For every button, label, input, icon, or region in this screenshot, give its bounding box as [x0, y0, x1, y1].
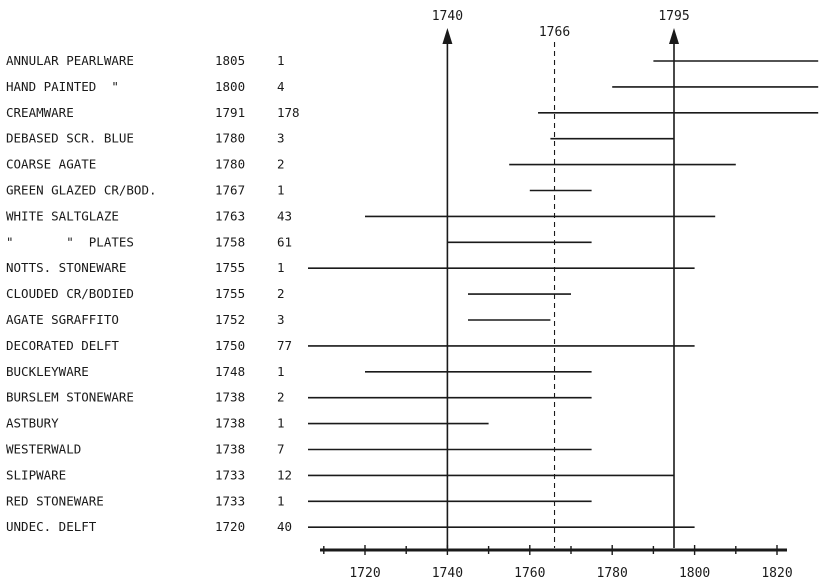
x-tick-label: 1780 — [597, 566, 628, 581]
row-label: DEBASED SCR. BLUE — [6, 131, 134, 146]
row-date: 1738 — [215, 442, 245, 457]
row-date: 1763 — [215, 208, 245, 223]
row-label: BUCKLEYWARE — [6, 364, 89, 379]
row-label: CREAMWARE — [6, 105, 74, 120]
row-date: 1738 — [215, 390, 245, 405]
row-date: 1780 — [215, 131, 245, 146]
row-label: COARSE AGATE — [6, 157, 96, 172]
x-tick-label: 1760 — [514, 566, 545, 581]
row-date: 1791 — [215, 105, 245, 120]
x-tick-label: 1820 — [761, 566, 792, 581]
reference-label: 1766 — [539, 25, 570, 40]
row-label: SLIPWARE — [6, 467, 66, 482]
reference-label: 1740 — [432, 9, 463, 24]
row-label: NOTTS. STONEWARE — [6, 260, 126, 275]
row-count: 12 — [277, 467, 292, 482]
row-count: 1 — [277, 260, 285, 275]
row-label: HAND PAINTED " — [6, 79, 119, 94]
row-count: 1 — [277, 416, 285, 431]
reference-label: 1795 — [658, 9, 689, 24]
row-date: 1805 — [215, 53, 245, 68]
row-date: 1748 — [215, 364, 245, 379]
x-tick-label: 1720 — [349, 566, 380, 581]
row-date: 1750 — [215, 338, 245, 353]
row-date: 1720 — [215, 519, 245, 534]
row-count: 4 — [277, 79, 285, 94]
row-date: 1767 — [215, 183, 245, 198]
row-label: ANNULAR PEARLWARE — [6, 53, 134, 68]
row-label: DECORATED DELFT — [6, 338, 119, 353]
row-count: 40 — [277, 519, 292, 534]
row-label: " " PLATES — [6, 234, 134, 249]
row-count: 61 — [277, 234, 292, 249]
row-count: 7 — [277, 442, 285, 457]
row-count: 3 — [277, 131, 285, 146]
row-date: 1738 — [215, 416, 245, 431]
row-count: 43 — [277, 208, 292, 223]
row-date: 1733 — [215, 467, 245, 482]
row-count: 1 — [277, 183, 285, 198]
row-count: 2 — [277, 157, 285, 172]
row-label: WHITE SALTGLAZE — [6, 208, 119, 223]
row-label: UNDEC. DELFT — [6, 519, 97, 534]
row-date: 1780 — [215, 157, 245, 172]
row-count: 1 — [277, 364, 285, 379]
row-date: 1755 — [215, 286, 245, 301]
row-label: AGATE SGRAFFITO — [6, 312, 119, 327]
row-count: 2 — [277, 390, 285, 405]
row-label: RED STONEWARE — [6, 493, 104, 508]
row-count: 77 — [277, 338, 292, 353]
row-count: 1 — [277, 493, 285, 508]
row-date: 1758 — [215, 234, 245, 249]
row-count: 178 — [277, 105, 300, 120]
row-count: 1 — [277, 53, 285, 68]
row-date: 1800 — [215, 79, 245, 94]
x-tick-label: 1740 — [432, 566, 463, 581]
x-tick-label: 1800 — [679, 566, 710, 581]
row-label: ASTBURY — [6, 416, 59, 431]
row-label: WESTERWALD — [6, 442, 81, 457]
row-count: 3 — [277, 312, 285, 327]
row-label: BURSLEM STONEWARE — [6, 390, 134, 405]
row-label: CLOUDED CR/BODIED — [6, 286, 134, 301]
arrowhead-icon — [669, 28, 679, 44]
row-count: 2 — [277, 286, 285, 301]
row-date: 1755 — [215, 260, 245, 275]
arrowhead-icon — [442, 28, 452, 44]
row-date: 1752 — [215, 312, 245, 327]
row-date: 1733 — [215, 493, 245, 508]
row-label: GREEN GLAZED CR/BOD. — [6, 183, 157, 198]
